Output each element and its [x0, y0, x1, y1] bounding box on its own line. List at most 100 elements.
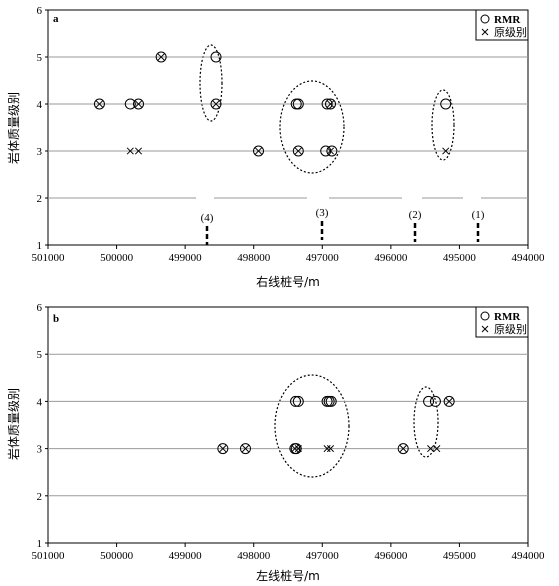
panel-a-original-grade-point [294, 147, 302, 155]
panel-b-xlabel: 左线桩号/m [256, 568, 320, 583]
panel-b: b 左线桩号/m 岩体质量级别 RMR 原级别 [6, 306, 529, 583]
panel-b-x-tick-label: 500000 [100, 550, 134, 562]
panel-a-original-grade-point [326, 147, 335, 155]
panel-a-rmr-point [325, 98, 337, 110]
panel-b-original-grade-point [241, 445, 250, 453]
panel-a-xlabel: 右线桩号/m [256, 274, 320, 289]
panel-a-x-tick-label: 498000 [237, 252, 271, 264]
panel-a-original-grade-point [134, 147, 143, 155]
panel-a-rmr-point [93, 98, 105, 110]
panel-a-x-tick-label: 500000 [100, 252, 134, 264]
panel-a-legend-circle-marker [480, 14, 490, 24]
panel-a-x-tick-label: 495000 [443, 252, 477, 264]
panel-b-original-grade-point [427, 445, 435, 453]
chart-dynamic-layer: 1 2 3 4 5 6 501000 500000 499000 498000 497000 4960… [32, 5, 546, 562]
panel-b-y-tick-label: 3 [37, 444, 43, 456]
panel-b-original-grade-point [433, 445, 441, 453]
panel-a-x-tick-label: 499000 [169, 252, 203, 264]
panel-b-original-grade-point [219, 445, 227, 453]
panel-b-original-grade-point [294, 445, 302, 453]
panel-b-x-tick-label: 498000 [237, 550, 271, 562]
panel-b-legend-x-marker [481, 325, 489, 333]
panel-b-rmr-point [290, 395, 302, 407]
panel-b-rmr-point [292, 395, 304, 407]
panel-a-group-label-2: (2) [409, 209, 422, 221]
panel-a-original-grade-point [95, 100, 103, 108]
panel-a-legend-x-marker [481, 28, 489, 36]
panel-a-legend-orig: 原级别 [494, 26, 527, 39]
panel-a-y-tick-label: 2 [37, 193, 43, 205]
panel-b-legend-orig: 原级别 [494, 323, 527, 336]
panel-b-ylabel: 岩体质量级别 [6, 388, 21, 460]
panel-b-y-tick-label: 6 [37, 302, 43, 314]
panel-a-original-grade-point [157, 53, 165, 61]
panel-b-x-tick-label: 494000 [512, 550, 546, 562]
panel-a-group-ellipse-1 [431, 89, 455, 161]
panel-a-rmr-point [253, 145, 265, 157]
panel-a-original-grade-point [442, 147, 450, 155]
panel-b-x-tick-label: 496000 [374, 550, 408, 562]
panel-a-rmr-point [155, 51, 167, 63]
panel-a-rmr-point [321, 98, 333, 110]
panel-a-x-tick-label: 497000 [306, 252, 340, 264]
panel-a-original-grade-point [126, 147, 134, 155]
panel-a-original-grade-point [212, 100, 220, 108]
panel-a-original-grade-point [254, 147, 263, 155]
panel-a-y-tick-label: 6 [37, 5, 43, 17]
panel-a-ylabel: 岩体质量级别 [6, 92, 21, 164]
panel-a-group-ellipse-3 [279, 80, 345, 174]
panel-b-plot-frame [47, 306, 529, 544]
panel-b-rmr-point [325, 395, 337, 407]
panel-a-group-ellipse-4 [199, 44, 223, 122]
panel-b-group-ellipse-right [413, 386, 439, 458]
panel-a-rmr-point [440, 98, 452, 110]
panel-a-original-grade-point [326, 100, 335, 108]
panel-a-rmr-point [326, 145, 338, 157]
panel-a-legend-rmr: RMR [494, 14, 521, 26]
panel-a-group-label-4: (4) [201, 212, 214, 224]
panel-a-group-label-3: (3) [316, 207, 329, 219]
panel-a-rmr-point [124, 98, 136, 110]
panel-b-group-ellipse-center [274, 374, 350, 478]
panel-a: a 右线桩号/m 岩体质量级别 RMR 原级别 (4) (3) (2) (1) [6, 9, 529, 289]
panel-b-x-tick-label: 497000 [306, 550, 340, 562]
panel-b-rmr-point [423, 395, 435, 407]
panel-a-plot-frame [47, 9, 529, 246]
panel-b-original-grade-point [399, 445, 407, 453]
panel-a-rmr-point [133, 98, 145, 110]
panel-b-x-tick-label: 501000 [32, 550, 66, 562]
panel-b-x-tick-label: 499000 [169, 550, 203, 562]
panel-b-original-grade-point [323, 445, 331, 453]
panel-a-y-tick-label: 1 [37, 240, 43, 252]
panel-b-label: b [53, 313, 59, 325]
panel-b-rmr-point [290, 443, 302, 455]
panel-b-x-tick-label: 495000 [443, 550, 477, 562]
panel-b-rmr-point [397, 443, 409, 455]
panel-b-legend-circle-marker [480, 311, 490, 321]
panel-a-y-tick-label: 5 [37, 52, 43, 64]
panel-a-rmr-point [292, 98, 304, 110]
panel-a-y-tick-label: 3 [37, 146, 43, 158]
panel-b-original-grade-point [291, 445, 299, 453]
panel-a-original-grade-point [134, 100, 143, 108]
panel-b-rmr-point [239, 443, 251, 455]
panel-b-rmr-point [217, 443, 229, 455]
panel-a-rmr-point [210, 51, 222, 63]
panel-b-legend-rmr: RMR [494, 311, 521, 323]
panel-b-y-tick-label: 5 [37, 349, 43, 361]
panel-a-rmr-point [210, 98, 222, 110]
panel-a-label: a [53, 13, 59, 25]
panel-b-y-tick-label: 2 [37, 491, 43, 503]
panel-b-original-grade-point [326, 445, 335, 453]
panel-a-x-tick-label: 501000 [32, 252, 66, 264]
panel-b-rmr-point [429, 395, 441, 407]
panel-a-rmr-point [292, 145, 304, 157]
panel-a-x-tick-label: 494000 [512, 252, 546, 264]
panel-a-y-tick-label: 4 [37, 99, 43, 111]
panel-b-rmr-point [443, 395, 455, 407]
panel-a-group-label-1: (1) [472, 209, 485, 221]
panel-b-y-tick-label: 4 [37, 396, 43, 408]
panel-b-original-grade-point [445, 397, 453, 405]
panel-a-x-tick-label: 496000 [374, 252, 408, 264]
